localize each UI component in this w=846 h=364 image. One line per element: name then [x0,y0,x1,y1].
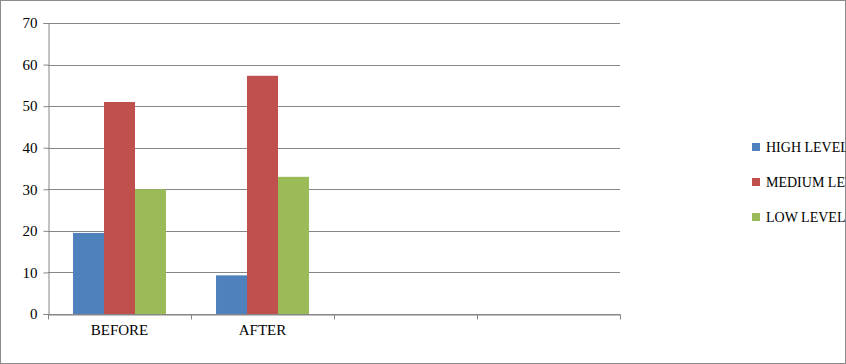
x-tick: AFTER [239,315,287,339]
bar [73,233,104,314]
legend: HIGH LEVEL MEDIUM LEVEL LOW LEVEL [752,140,846,225]
chart-border [1,1,846,364]
legend-swatch [752,178,760,186]
y-tick-label: 40 [23,140,38,156]
x-tick-label: AFTER [239,322,287,338]
category-separator [48,315,49,320]
legend-label: HIGH LEVEL [766,140,846,155]
legend-label: LOW LEVEL [766,210,845,225]
x-tick: BEFORE [91,315,149,339]
legend-item: MEDIUM LEVEL [752,175,846,190]
bars [73,76,309,314]
y-tick-mark [44,65,49,66]
y-tick-label: 10 [23,265,38,281]
y-tick-mark [44,23,49,24]
category-separator [620,315,621,320]
legend-swatch [752,143,760,151]
grid-line [48,23,620,24]
legend-item: LOW LEVEL [752,210,845,225]
y-tick: 10 [23,265,49,281]
y-tick-mark [44,189,49,190]
bar [278,177,309,314]
y-tick: 0 [30,306,49,322]
y-tick-label: 70 [23,15,38,31]
x-tick-label: BEFORE [91,322,149,338]
bar [247,76,278,314]
y-tick-label: 30 [23,182,38,198]
legend-label: MEDIUM LEVEL [766,175,846,190]
y-tick: 30 [23,182,49,198]
y-tick: 50 [23,98,49,114]
y-tick: 70 [23,15,49,31]
y-tick: 40 [23,140,49,156]
grid [48,24,620,315]
y-tick-label: 20 [23,223,38,239]
category-separator [191,315,192,320]
category-separator [334,315,335,320]
bar [135,189,166,314]
y-tick-mark [44,314,49,315]
y-axis-line [44,24,50,315]
legend-swatch [752,213,760,221]
y-tick-mark [44,272,49,273]
bar [216,275,247,314]
category-separator [477,315,478,320]
legend-item: HIGH LEVEL [752,140,846,155]
chart: 0 10 20 30 40 50 60 70 BEFORE AFTER HIGH LEVEL MEDI… [0,0,846,364]
y-tick-label: 50 [23,98,38,114]
y-tick-label: 60 [23,57,38,73]
bar [104,102,135,314]
y-axis: 0 10 20 30 40 50 60 70 [23,15,50,322]
y-tick: 20 [23,223,49,239]
y-tick-mark [44,231,49,232]
grid-line [48,65,620,66]
y-tick-mark [44,106,49,107]
y-tick-mark [44,148,49,149]
y-tick: 60 [23,57,49,73]
x-axis: BEFORE AFTER [49,315,621,339]
y-tick-label: 0 [30,306,38,322]
